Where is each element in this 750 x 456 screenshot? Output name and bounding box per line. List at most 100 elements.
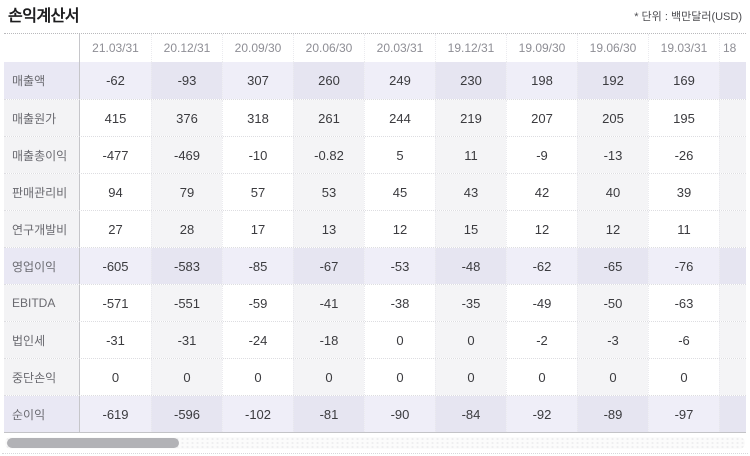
table-row: 중단손익 0 0 0 0 0 0 0 0 0 xyxy=(4,358,746,395)
row-label: 법인세 xyxy=(4,322,80,358)
value-cell: 0 xyxy=(506,359,577,395)
table-body: 매출액 -62 -93 307 260 249 230 198 192 169 매출원가 415 376… xyxy=(4,62,746,432)
row-label: 순이익 xyxy=(4,396,80,432)
value-cell: 0 xyxy=(435,359,506,395)
value-cell: 260 xyxy=(293,62,364,99)
value-cell: 230 xyxy=(435,62,506,99)
value-cell: 198 xyxy=(506,62,577,99)
value-cell: 207 xyxy=(506,100,577,136)
value-cell: -92 xyxy=(506,396,577,432)
value-cell: -6 xyxy=(648,322,719,358)
value-cell: 244 xyxy=(364,100,435,136)
header-cell: 19.03/31 xyxy=(648,34,719,62)
value-cell: -59 xyxy=(222,285,293,321)
value-cell xyxy=(719,285,746,321)
table-row: 매출총이익 -477 -469 -10 -0.82 5 11 -9 -13 -26 xyxy=(4,136,746,173)
value-cell: -10 xyxy=(222,137,293,173)
value-cell: -102 xyxy=(222,396,293,432)
value-cell: -48 xyxy=(435,248,506,284)
value-cell: 415 xyxy=(80,100,151,136)
header-cell: 20.03/31 xyxy=(364,34,435,62)
value-cell: -31 xyxy=(151,322,222,358)
page-title: 손익계산서 xyxy=(8,8,80,25)
value-cell: 195 xyxy=(648,100,719,136)
value-cell: -81 xyxy=(293,396,364,432)
table-row: 매출액 -62 -93 307 260 249 230 198 192 169 xyxy=(4,62,746,99)
header-cell: 21.03/31 xyxy=(80,34,151,62)
table-row: 영업이익 -605 -583 -85 -67 -53 -48 -62 -65 -76 xyxy=(4,247,746,284)
row-label: 매출원가 xyxy=(4,100,80,136)
table-row: 법인세 -31 -31 -24 -18 0 0 -2 -3 -6 xyxy=(4,321,746,358)
value-cell: -50 xyxy=(577,285,648,321)
value-cell: -97 xyxy=(648,396,719,432)
value-cell: -62 xyxy=(80,62,151,99)
value-cell: 43 xyxy=(435,174,506,210)
value-cell: 12 xyxy=(577,211,648,247)
value-cell: -65 xyxy=(577,248,648,284)
value-cell: 0 xyxy=(293,359,364,395)
row-label: 매출액 xyxy=(4,62,80,99)
value-cell: -41 xyxy=(293,285,364,321)
value-cell: 39 xyxy=(648,174,719,210)
value-cell: 11 xyxy=(648,211,719,247)
value-cell: 307 xyxy=(222,62,293,99)
value-cell: -596 xyxy=(151,396,222,432)
value-cell: 57 xyxy=(222,174,293,210)
value-cell: -84 xyxy=(435,396,506,432)
value-cell: 0 xyxy=(364,322,435,358)
horizontal-scrollbar[interactable] xyxy=(5,437,745,449)
value-cell: 40 xyxy=(577,174,648,210)
header-cell: 19.06/30 xyxy=(577,34,648,62)
value-cell: 45 xyxy=(364,174,435,210)
corner-cell xyxy=(4,34,80,62)
table-header-row: 21.03/31 20.12/31 20.09/30 20.06/30 20.03/31… xyxy=(4,34,746,62)
value-cell: -3 xyxy=(577,322,648,358)
value-cell: -583 xyxy=(151,248,222,284)
value-cell: -85 xyxy=(222,248,293,284)
value-cell: 169 xyxy=(648,62,719,99)
table-row: EBITDA -571 -551 -59 -41 -38 -35 -49 -50 -63 xyxy=(4,284,746,321)
value-cell: -571 xyxy=(80,285,151,321)
header-cell: 19.09/30 xyxy=(506,34,577,62)
table-row: 순이익 -619 -596 -102 -81 -90 -84 -92 -89 -97 xyxy=(4,395,746,432)
value-cell: 11 xyxy=(435,137,506,173)
value-cell: -619 xyxy=(80,396,151,432)
value-cell: 192 xyxy=(577,62,648,99)
value-cell: 249 xyxy=(364,62,435,99)
value-cell: 0 xyxy=(364,359,435,395)
value-cell: -49 xyxy=(506,285,577,321)
value-cell: 0 xyxy=(80,359,151,395)
value-cell: 42 xyxy=(506,174,577,210)
value-cell xyxy=(719,248,746,284)
value-cell xyxy=(719,100,746,136)
value-cell: -24 xyxy=(222,322,293,358)
value-cell: -9 xyxy=(506,137,577,173)
row-label: EBITDA xyxy=(4,285,80,321)
value-cell: -18 xyxy=(293,322,364,358)
header-cell: 18 xyxy=(719,34,746,62)
bottom-divider xyxy=(2,453,748,454)
value-cell xyxy=(719,322,746,358)
scrollbar-thumb[interactable] xyxy=(7,438,179,448)
value-cell: 94 xyxy=(80,174,151,210)
value-cell: -605 xyxy=(80,248,151,284)
value-cell: 0 xyxy=(151,359,222,395)
header-cell: 19.12/31 xyxy=(435,34,506,62)
value-cell: -2 xyxy=(506,322,577,358)
value-cell: -26 xyxy=(648,137,719,173)
value-cell xyxy=(719,359,746,395)
value-cell: 376 xyxy=(151,100,222,136)
value-cell: -89 xyxy=(577,396,648,432)
value-cell: 0 xyxy=(577,359,648,395)
value-cell: -31 xyxy=(80,322,151,358)
value-cell xyxy=(719,62,746,99)
value-cell: -0.82 xyxy=(293,137,364,173)
header-cell: 20.06/30 xyxy=(293,34,364,62)
table-row: 연구개발비 27 28 17 13 12 15 12 12 11 xyxy=(4,210,746,247)
value-cell: 205 xyxy=(577,100,648,136)
value-cell xyxy=(719,174,746,210)
value-cell: 318 xyxy=(222,100,293,136)
value-cell xyxy=(719,211,746,247)
value-cell: -551 xyxy=(151,285,222,321)
value-cell: 219 xyxy=(435,100,506,136)
